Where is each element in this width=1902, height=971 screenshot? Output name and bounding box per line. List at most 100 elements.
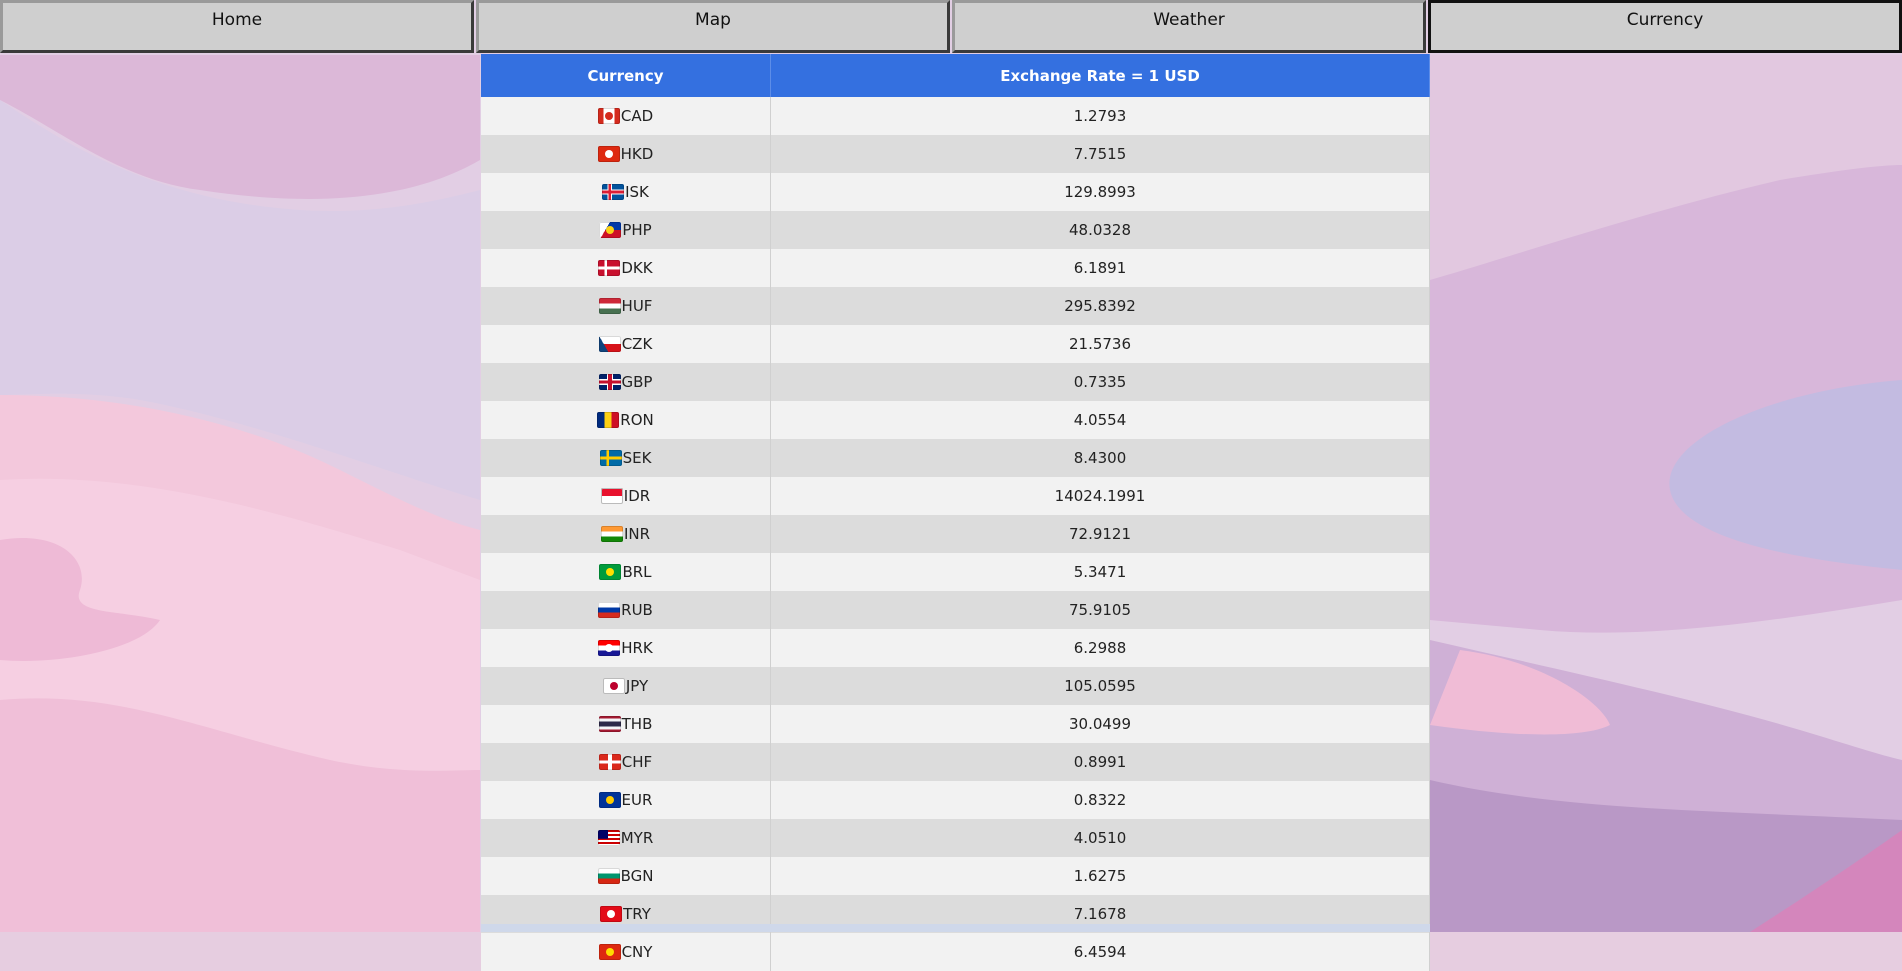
currency-code: RON: [620, 411, 654, 429]
currency-code: HRK: [621, 639, 653, 657]
currency-cell: HRK: [481, 629, 771, 667]
flag-hrk-icon: [598, 640, 621, 656]
exchange-rate-cell: 75.9105: [770, 591, 1430, 629]
exchange-rate-cell: 30.0499: [770, 705, 1430, 743]
flag-idr-icon: [600, 488, 623, 504]
table-row: CNY 6.4594: [481, 933, 1430, 971]
exchange-rate-cell: 0.8322: [770, 781, 1430, 819]
table-row: CHF 0.8991: [481, 743, 1430, 781]
exchange-rate-cell: 0.7335: [770, 363, 1430, 401]
currency-code: IDR: [623, 487, 651, 505]
currency-cell: CHF: [481, 743, 771, 781]
currency-code: CHF: [621, 753, 653, 771]
table-row: CAD 1.2793: [481, 97, 1430, 135]
flag-emblem-icon: [606, 568, 615, 576]
flag-sek-icon: [599, 450, 622, 466]
table-bottom-edge: [481, 924, 1430, 932]
flag-thb-icon: [598, 716, 621, 732]
exchange-rate-cell: 4.0554: [770, 401, 1430, 439]
nav-map-button[interactable]: Map: [476, 0, 950, 53]
currency-code: BRL: [622, 563, 652, 581]
currency-cell: EUR: [481, 781, 771, 819]
currency-code: HKD: [620, 145, 654, 163]
exchange-rate-cell: 1.2793: [770, 97, 1430, 135]
flag-gbp-icon: [598, 374, 621, 390]
flag-try-icon: [600, 906, 623, 922]
exchange-rate-cell: 295.8392: [770, 287, 1430, 325]
exchange-rate-cell: 4.0510: [770, 819, 1430, 857]
flag-inr-icon: [600, 526, 623, 542]
currency-code: CAD: [620, 107, 654, 125]
flag-emblem-icon: [607, 910, 616, 918]
flag-isk-icon: [602, 184, 625, 200]
top-navigation: Home Map Weather Currency: [0, 0, 1902, 53]
currency-cell: CNY: [481, 933, 771, 971]
currency-code: CZK: [621, 335, 653, 353]
table-row: HUF 295.8392: [481, 287, 1430, 325]
table-row: RUB 75.9105: [481, 591, 1430, 629]
exchange-rate-cell: 1.6275: [770, 857, 1430, 895]
exchange-rate-cell: 7.7515: [770, 135, 1430, 173]
currency-code: HUF: [621, 297, 653, 315]
exchange-rate-cell: 72.9121: [770, 515, 1430, 553]
currency-code: GBP: [621, 373, 653, 391]
exchange-rate-cell: 0.8991: [770, 743, 1430, 781]
table-row: EUR 0.8322: [481, 781, 1430, 819]
nav-weather-button[interactable]: Weather: [952, 0, 1426, 53]
nav-currency-button[interactable]: Currency: [1428, 0, 1902, 53]
currency-cell: PHP: [481, 211, 771, 249]
currency-table-body: CAD 1.2793 HKD 7.7515 ISK 129.8993 PHP 48.0328 D…: [481, 97, 1430, 971]
column-header-currency: Currency: [481, 54, 771, 97]
table-row: THB 30.0499: [481, 705, 1430, 743]
flag-chf-icon: [598, 754, 621, 770]
currency-cell: THB: [481, 705, 771, 743]
currency-code: INR: [623, 525, 651, 543]
currency-code: THB: [621, 715, 653, 733]
exchange-rate-cell: 48.0328: [770, 211, 1430, 249]
flag-myr-icon: [597, 830, 620, 846]
flag-rub-icon: [598, 602, 621, 618]
flag-bgn-icon: [597, 868, 620, 884]
currency-cell: DKK: [481, 249, 771, 287]
table-row: PHP 48.0328: [481, 211, 1430, 249]
flag-emblem-icon: [606, 226, 615, 234]
currency-cell: HKD: [481, 135, 771, 173]
flag-ron-icon: [597, 412, 620, 428]
exchange-rate-cell: 21.5736: [770, 325, 1430, 363]
flag-emblem-icon: [605, 948, 614, 956]
exchange-rate-cell: 6.1891: [770, 249, 1430, 287]
currency-cell: ISK: [481, 173, 771, 211]
table-row: GBP 0.7335: [481, 363, 1430, 401]
currency-code: BGN: [620, 867, 654, 885]
nav-home-button[interactable]: Home: [0, 0, 474, 53]
flag-dkk-icon: [598, 260, 621, 276]
currency-cell: CZK: [481, 325, 771, 363]
exchange-rate-cell: 14024.1991: [770, 477, 1430, 515]
exchange-rate-cell: 8.4300: [770, 439, 1430, 477]
flag-emblem-icon: [604, 112, 613, 120]
currency-cell: SEK: [481, 439, 771, 477]
table-row: MYR 4.0510: [481, 819, 1430, 857]
exchange-rate-cell: 5.3471: [770, 553, 1430, 591]
flag-emblem-icon: [605, 796, 614, 804]
currency-code: TRY: [623, 905, 651, 923]
table-row: ISK 129.8993: [481, 173, 1430, 211]
table-row: IDR 14024.1991: [481, 477, 1430, 515]
flag-czk-icon: [598, 336, 621, 352]
currency-code: MYR: [620, 829, 654, 847]
currency-cell: IDR: [481, 477, 771, 515]
table-row: HKD 7.7515: [481, 135, 1430, 173]
flag-cny-icon: [598, 944, 621, 960]
table-row: CZK 21.5736: [481, 325, 1430, 363]
flag-eur-icon: [598, 792, 621, 808]
table-row: HRK 6.2988: [481, 629, 1430, 667]
currency-cell: RUB: [481, 591, 771, 629]
currency-cell: RON: [481, 401, 771, 439]
currency-code: DKK: [621, 259, 653, 277]
currency-code: SEK: [622, 449, 652, 467]
flag-emblem-icon: [609, 682, 618, 690]
currency-cell: CAD: [481, 97, 771, 135]
column-header-exchange-rate: Exchange Rate = 1 USD: [770, 54, 1430, 97]
currency-cell: JPY: [481, 667, 771, 705]
currency-table: Currency Exchange Rate = 1 USD CAD 1.2793…: [481, 54, 1430, 971]
